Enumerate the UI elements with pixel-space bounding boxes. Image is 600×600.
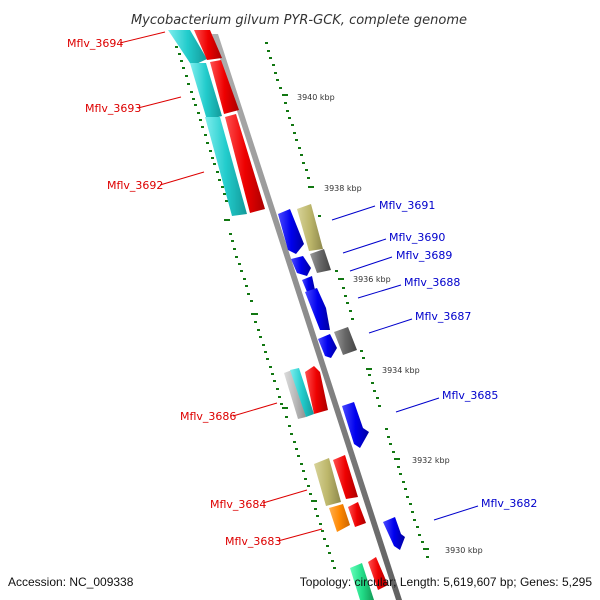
- gray-feature[interactable]: [334, 327, 357, 355]
- reverse-strand-features: [168, 30, 388, 600]
- cds-feature-mflv-3682[interactable]: [383, 517, 405, 550]
- gene-label[interactable]: Mflv_3685: [442, 389, 498, 402]
- gene-label[interactable]: Mflv_3693: [85, 102, 141, 115]
- gene-label[interactable]: Mflv_3686: [180, 410, 236, 423]
- khaki-feature[interactable]: [297, 204, 323, 251]
- cds-feature-mflv-3684[interactable]: [333, 455, 358, 499]
- cds-feature-mflv-3694[interactable]: [194, 30, 222, 60]
- accession-text: Accession: NC_009338: [8, 575, 134, 589]
- gene-label[interactable]: Mflv_3689: [396, 249, 452, 262]
- cds-feature-mflv-3688[interactable]: [302, 276, 315, 292]
- gene-label[interactable]: Mflv_3684: [210, 498, 266, 511]
- scale-label: 3934 kbp: [382, 366, 420, 375]
- cyan-feature[interactable]: [190, 63, 222, 120]
- cds-feature[interactable]: [368, 557, 388, 590]
- cds-feature-mflv-3690[interactable]: [291, 256, 311, 276]
- gene-label[interactable]: Mflv_3683: [225, 535, 281, 548]
- scale-label: 3938 kbp: [324, 184, 362, 193]
- light-gray-feature[interactable]: [284, 370, 306, 419]
- scale-label: 3930 kbp: [445, 546, 483, 555]
- cyan-feature[interactable]: [205, 117, 247, 216]
- cds-feature[interactable]: [318, 334, 337, 358]
- cyan-feature[interactable]: [168, 30, 207, 66]
- gene-label[interactable]: Mflv_3688: [404, 276, 460, 289]
- gray-feature-mflv-3689[interactable]: [310, 249, 331, 273]
- genome-summary-text: Topology: circular; Length: 5,619,607 bp…: [300, 575, 593, 589]
- outer-tick-track: [265, 42, 429, 558]
- cds-feature-mflv-3687[interactable]: [305, 288, 330, 330]
- cds-feature-mflv-3683[interactable]: [348, 502, 366, 527]
- cds-feature-mflv-3692[interactable]: [225, 114, 265, 213]
- gene-label[interactable]: Mflv_3687: [415, 310, 471, 323]
- scale-label: 3932 kbp: [412, 456, 450, 465]
- orange-feature[interactable]: [329, 504, 350, 532]
- forward-strand-features: [278, 204, 405, 550]
- genome-backbone: [212, 34, 402, 600]
- cds-feature-mflv-3686[interactable]: [305, 366, 328, 414]
- gene-label[interactable]: Mflv_3694: [67, 37, 123, 50]
- inner-tick-track: [175, 46, 336, 569]
- green-feature[interactable]: [350, 563, 374, 600]
- gene-label[interactable]: Mflv_3692: [107, 179, 163, 192]
- map-title: Mycobacterium gilvum PYR-GCK, complete g…: [131, 13, 467, 28]
- khaki-feature[interactable]: [314, 458, 341, 506]
- gene-label[interactable]: Mflv_3691: [379, 199, 435, 212]
- label-leader-lines: [119, 31, 479, 542]
- cyan-feature[interactable]: [290, 368, 314, 417]
- gene-label[interactable]: Mflv_3690: [389, 231, 445, 244]
- scale-label: 3936 kbp: [353, 275, 391, 284]
- gene-label[interactable]: Mflv_3682: [481, 497, 537, 510]
- cds-feature-mflv-3693[interactable]: [210, 60, 239, 114]
- scale-label: 3940 kbp: [297, 93, 335, 102]
- cds-feature-mflv-3691[interactable]: [278, 209, 304, 254]
- cds-feature-mflv-3685[interactable]: [342, 402, 369, 448]
